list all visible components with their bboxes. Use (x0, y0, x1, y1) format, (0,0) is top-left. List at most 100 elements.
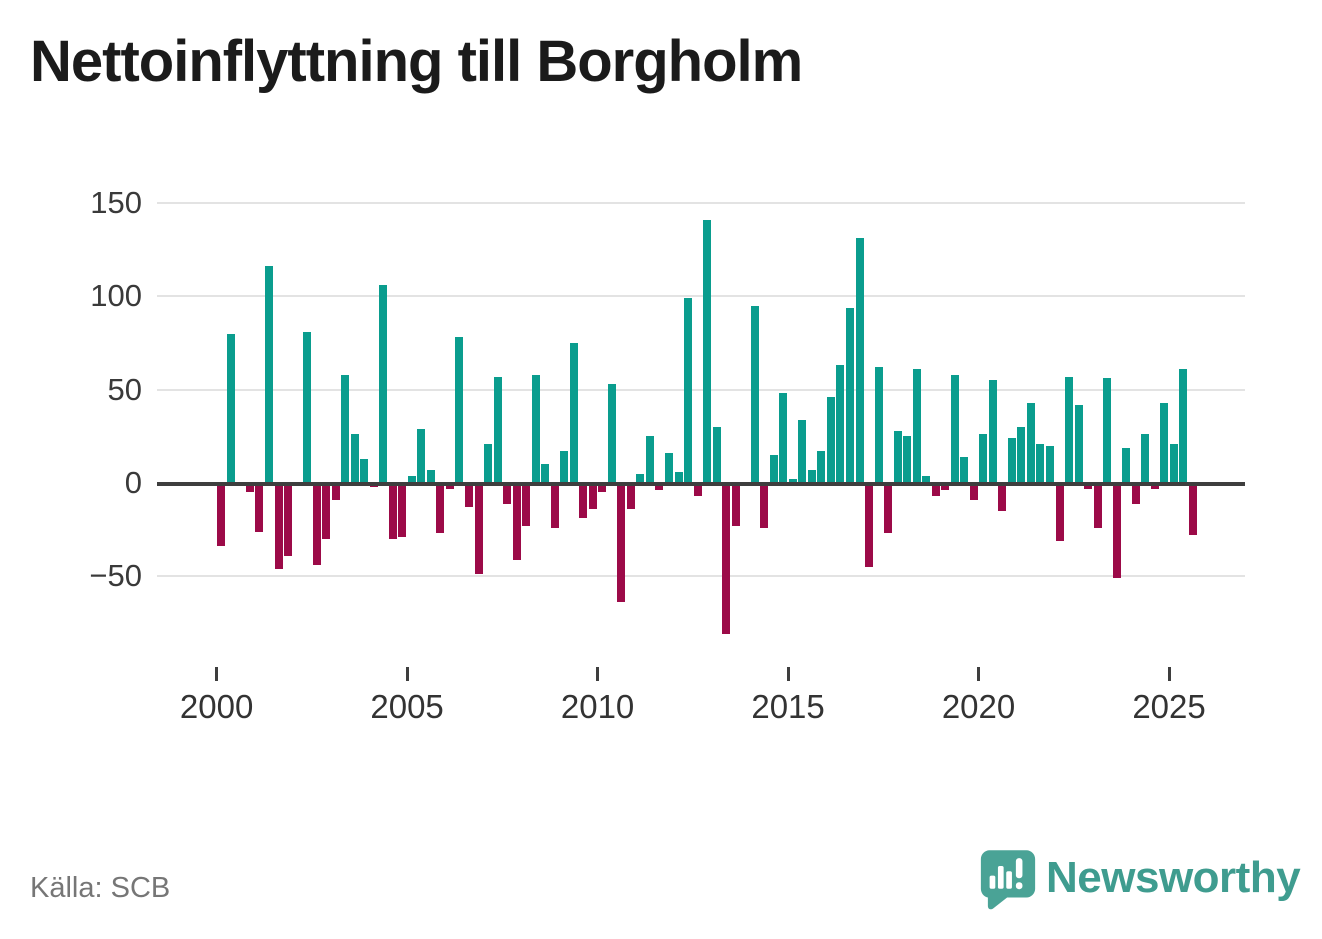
gridline-y-150 (157, 201, 1245, 204)
bar-q38 (579, 483, 588, 519)
bar-q35 (550, 483, 559, 528)
bar-q45 (645, 436, 654, 483)
bar-q102 (1188, 483, 1197, 536)
x-axis-label-2020: 2020 (941, 688, 1016, 725)
bar-q49 (684, 298, 693, 483)
x-axis-label-2010: 2010 (560, 688, 635, 725)
newsworthy-logo: Newsworthy (980, 845, 1301, 920)
bar-q42 (617, 483, 626, 603)
bar-q61 (798, 419, 807, 483)
y-axis-label: 100 (90, 278, 142, 314)
bar-q77 (950, 374, 959, 483)
bar-q52 (712, 426, 721, 483)
bar-q44 (636, 473, 645, 483)
bar-q69 (874, 367, 883, 483)
bar-q89 (1065, 376, 1074, 483)
bar-q43 (626, 483, 635, 510)
bar-q1 (226, 333, 235, 483)
bar-q19 (398, 483, 407, 538)
bar-q70 (884, 483, 893, 534)
bar-q25 (455, 337, 464, 483)
bar-q73 (912, 369, 921, 483)
bar-q81 (988, 380, 997, 483)
bar-q14 (350, 434, 359, 483)
bar-q21 (417, 428, 426, 483)
bar-q6 (274, 483, 283, 569)
bar-q17 (379, 285, 388, 483)
x-axis-label-2005: 2005 (370, 688, 444, 725)
bar-q51 (703, 219, 712, 483)
bar-q30 (503, 483, 512, 504)
newsworthy-wordmark: Newsworthy (1046, 853, 1301, 902)
bar-q65 (836, 365, 845, 483)
bar-q48 (674, 471, 683, 483)
bar-q94 (1112, 483, 1121, 579)
bar-q90 (1074, 404, 1083, 483)
bar-q10 (312, 483, 321, 566)
bar-q12 (331, 483, 340, 500)
bar-q9 (303, 331, 312, 483)
x-axis-tick-2010 (596, 667, 600, 681)
bar-q62 (807, 469, 816, 483)
bar-q29 (493, 376, 502, 483)
bar-q93 (1103, 378, 1112, 483)
bar-q66 (845, 307, 854, 483)
bar-q100 (1169, 443, 1178, 483)
bar-q5 (264, 266, 273, 483)
bar-q68 (865, 483, 874, 567)
bar-q27 (474, 483, 483, 575)
bar-q92 (1093, 483, 1102, 528)
bar-q76 (941, 483, 950, 491)
bar-q23 (436, 483, 445, 534)
bar-q59 (779, 393, 788, 483)
bar-q4 (255, 483, 264, 532)
bar-q67 (855, 238, 864, 483)
chart-title: Nettoinflyttning till Borgholm (30, 29, 803, 94)
bar-q96 (1131, 483, 1140, 504)
bar-q74 (922, 475, 931, 483)
bar-q95 (1122, 447, 1131, 483)
bar-q36 (560, 451, 569, 483)
bar-q58 (769, 454, 778, 483)
x-axis-tick-2005 (405, 667, 409, 681)
bar-q75 (931, 483, 940, 497)
bar-q57 (760, 483, 769, 528)
bar-q22 (426, 469, 435, 483)
bar-q72 (903, 436, 912, 483)
bar-chart-plot-area: 150 100 50 0 −50 2000 2005 2010 2015 2020 2025 (89, 170, 1245, 723)
bar-q18 (388, 483, 397, 539)
bar-q47 (665, 453, 673, 483)
bar-q33 (531, 374, 540, 483)
source-attribution: Källa: SCB (30, 872, 171, 904)
bar-q60 (788, 479, 797, 483)
bar-q28 (484, 443, 493, 483)
bar-q101 (1179, 369, 1188, 483)
bar-q64 (826, 397, 835, 483)
bar-q20 (407, 475, 416, 483)
bar-q80 (979, 434, 988, 483)
bar-q40 (598, 483, 607, 493)
bar-q79 (969, 483, 978, 500)
x-axis-tick-2015 (786, 667, 790, 681)
bar-q7 (284, 483, 293, 556)
bar-q37 (569, 342, 578, 483)
bar-q3 (245, 483, 254, 493)
bar-q99 (1160, 402, 1169, 483)
newsworthy-speech-bubble-chart-icon (980, 850, 1036, 910)
bar-q86 (1036, 443, 1045, 483)
bar-q71 (893, 430, 902, 483)
bar-q41 (607, 384, 616, 483)
x-axis-label-2015: 2015 (751, 688, 825, 725)
bar-q78 (960, 456, 969, 483)
y-axis-label: 50 (107, 371, 142, 407)
bar-q13 (341, 374, 350, 483)
bar-q85 (1026, 402, 1035, 483)
bar-q56 (750, 305, 759, 483)
gridline-y-50 (157, 388, 1245, 391)
bar-q63 (817, 451, 826, 483)
x-axis-tick-2025 (1167, 667, 1171, 681)
zero-axis-line (157, 482, 1245, 486)
x-axis-tick-2020 (977, 667, 981, 681)
bar-q83 (1007, 438, 1016, 483)
